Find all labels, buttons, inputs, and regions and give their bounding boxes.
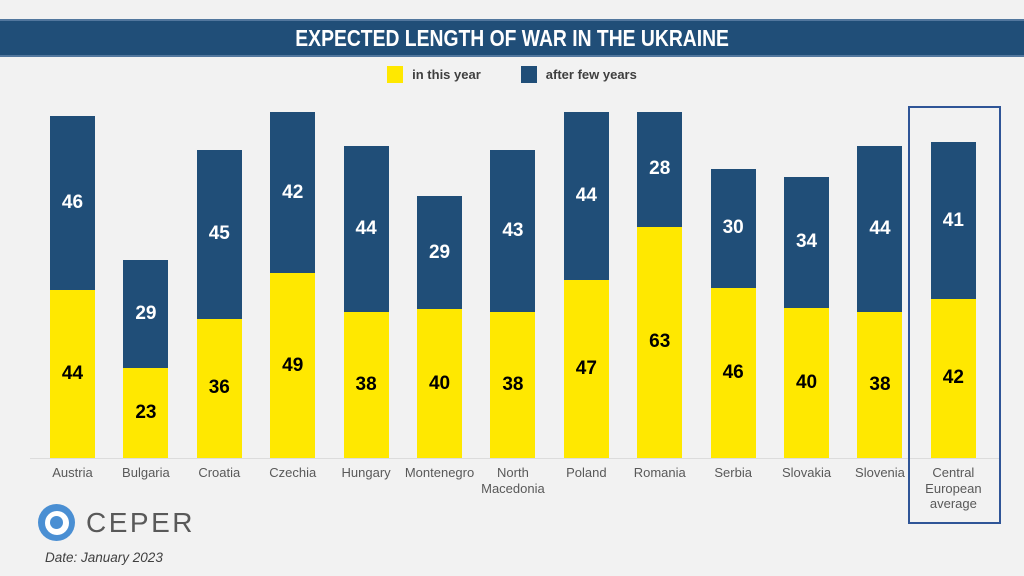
bar-group-montenegro: 29 40 Montenegro [405, 195, 474, 480]
bar-group-poland: 44 47 Poland [563, 112, 609, 480]
ceper-bullseye-icon [38, 504, 75, 541]
bar-segment-after-few-years-slovakia: 34 [784, 176, 830, 308]
legend: in this year after few years [0, 64, 1024, 84]
category-label-slovakia: Slovakia [781, 465, 832, 480]
category-label-czechia: Czechia [269, 465, 317, 480]
value-label-this-year-croatia: 36 [208, 377, 230, 399]
bar-segment-after-few-years-bulgaria: 29 [123, 260, 169, 369]
bar-segment-this-year-poland: 47 [563, 280, 609, 458]
bar-segment-this-year-slovakia: 40 [784, 307, 830, 458]
category-label-romania: Romania [633, 465, 686, 480]
bar-segment-this-year-croatia: 36 [196, 318, 242, 458]
bar-group-serbia: 30 46 Serbia [710, 169, 756, 480]
category-label-montenegro: Montenegro [404, 465, 475, 480]
legend-swatch-after-few-years [520, 65, 537, 83]
date-note: Date: January 2023 [45, 550, 163, 565]
value-label-after-few-years-north-macedonia: 43 [502, 220, 524, 242]
bar-group-czechia: 42 49 Czechia [269, 112, 316, 480]
category-label-croatia: Croatia [198, 465, 241, 480]
value-label-after-few-years-poland: 44 [575, 185, 597, 206]
value-label-this-year-serbia: 46 [722, 361, 744, 383]
bar-group-north-macedonia: 43 38 North Macedonia [481, 150, 545, 496]
value-label-this-year-romania: 63 [649, 331, 671, 353]
value-label-after-few-years-czechia: 42 [282, 181, 304, 203]
bar-segment-after-few-years-poland: 44 [563, 112, 609, 281]
category-label-austria: Austria [52, 465, 93, 480]
bar-segment-after-few-years-serbia: 30 [710, 169, 756, 288]
category-label-poland: Poland [566, 465, 607, 480]
bar-segment-this-year-central-european-average: 42 [930, 298, 976, 458]
category-label-slovenia: Slovenia [855, 465, 905, 480]
value-label-this-year-bulgaria: 23 [135, 402, 157, 423]
bar-segment-this-year-north-macedonia: 38 [490, 312, 536, 458]
highlight-box [908, 106, 1001, 524]
value-label-this-year-slovenia: 38 [869, 373, 891, 395]
bar-segment-after-few-years-austria: 46 [50, 115, 95, 291]
legend-item-this-year: in this year [387, 65, 481, 83]
value-label-after-few-years-central-european-average: 41 [942, 209, 964, 231]
bar-segment-this-year-romania: 63 [637, 226, 683, 458]
legend-item-after-few-years: after few years [520, 65, 637, 83]
value-label-after-few-years-bulgaria: 29 [135, 303, 157, 325]
bar-segment-after-few-years-hungary: 44 [343, 146, 389, 312]
category-label-north-macedonia: North Macedonia [481, 465, 545, 496]
value-label-after-few-years-slovakia: 34 [795, 231, 818, 253]
bar-segment-after-few-years-croatia: 45 [196, 150, 242, 319]
bar-group-slovenia: 44 38 Slovenia [855, 146, 905, 480]
bar-segment-after-few-years-romania: 28 [637, 112, 683, 227]
bar-group-bulgaria: 29 23 Bulgaria [122, 260, 170, 480]
bar-group-central-european-average: 41 42 Central European average [925, 142, 982, 511]
legend-label-this-year: in this year [412, 66, 481, 82]
ceper-logo-text: CEPER [86, 506, 195, 538]
value-label-this-year-montenegro: 40 [428, 372, 451, 394]
legend-swatch-this-year [387, 65, 404, 83]
value-label-after-few-years-austria: 46 [61, 192, 84, 214]
axis-baseline [30, 458, 1000, 459]
value-label-this-year-north-macedonia: 38 [502, 374, 524, 396]
bar-group-slovakia: 34 40 Slovakia [782, 176, 831, 480]
chart-title: EXPECTED LENGTH OF WAR IN THE UKRAINE [295, 24, 729, 51]
value-label-this-year-hungary: 38 [355, 373, 377, 395]
bar-segment-this-year-hungary: 38 [343, 311, 389, 458]
value-label-after-few-years-romania: 28 [649, 158, 671, 180]
bar-group-austria: 46 44 Austria [50, 115, 95, 480]
bar-segment-this-year-austria: 44 [50, 290, 95, 458]
value-label-this-year-slovakia: 40 [795, 371, 818, 393]
legend-label-after-few-years: after few years [545, 66, 637, 82]
bar-group-hungary: 44 38 Hungary [342, 146, 391, 480]
bar-segment-this-year-bulgaria: 23 [123, 368, 169, 458]
value-label-after-few-years-montenegro: 29 [428, 241, 451, 263]
bar-segment-after-few-years-north-macedonia: 43 [490, 150, 536, 313]
chart-title-bar: EXPECTED LENGTH OF WAR IN THE UKRAINE [0, 19, 1024, 57]
bar-segment-this-year-czechia: 49 [270, 273, 316, 458]
value-label-this-year-central-european-average: 42 [942, 367, 964, 389]
bar-segment-this-year-serbia: 46 [710, 287, 756, 458]
bar-chart: 46 44 Austria 29 23 Bulgaria 45 36 Croatia 42 49 Cz… [50, 95, 982, 511]
bar-segment-after-few-years-central-european-average: 41 [930, 142, 976, 299]
category-label-central-european-average: Central European average [925, 465, 982, 512]
value-label-this-year-poland: 47 [575, 358, 597, 379]
category-label-hungary: Hungary [341, 465, 391, 480]
category-label-serbia: Serbia [714, 465, 752, 480]
bar-segment-this-year-slovenia: 38 [857, 311, 903, 458]
bar-group-croatia: 45 36 Croatia [196, 150, 242, 480]
category-label-bulgaria: Bulgaria [122, 465, 170, 480]
value-label-this-year-austria: 44 [61, 363, 84, 385]
bar-group-romania: 28 63 Romania [634, 112, 686, 480]
bar-segment-this-year-montenegro: 40 [417, 309, 463, 458]
value-label-this-year-czechia: 49 [282, 354, 304, 376]
bar-segment-after-few-years-montenegro: 29 [417, 195, 463, 310]
value-label-after-few-years-croatia: 45 [208, 223, 230, 245]
value-label-after-few-years-hungary: 44 [355, 218, 377, 240]
value-label-after-few-years-slovenia: 44 [869, 218, 891, 240]
bar-segment-after-few-years-slovenia: 44 [857, 146, 903, 312]
ceper-logo: CEPER [38, 504, 195, 541]
value-label-after-few-years-serbia: 30 [722, 217, 744, 239]
bar-segment-after-few-years-czechia: 42 [270, 112, 316, 274]
